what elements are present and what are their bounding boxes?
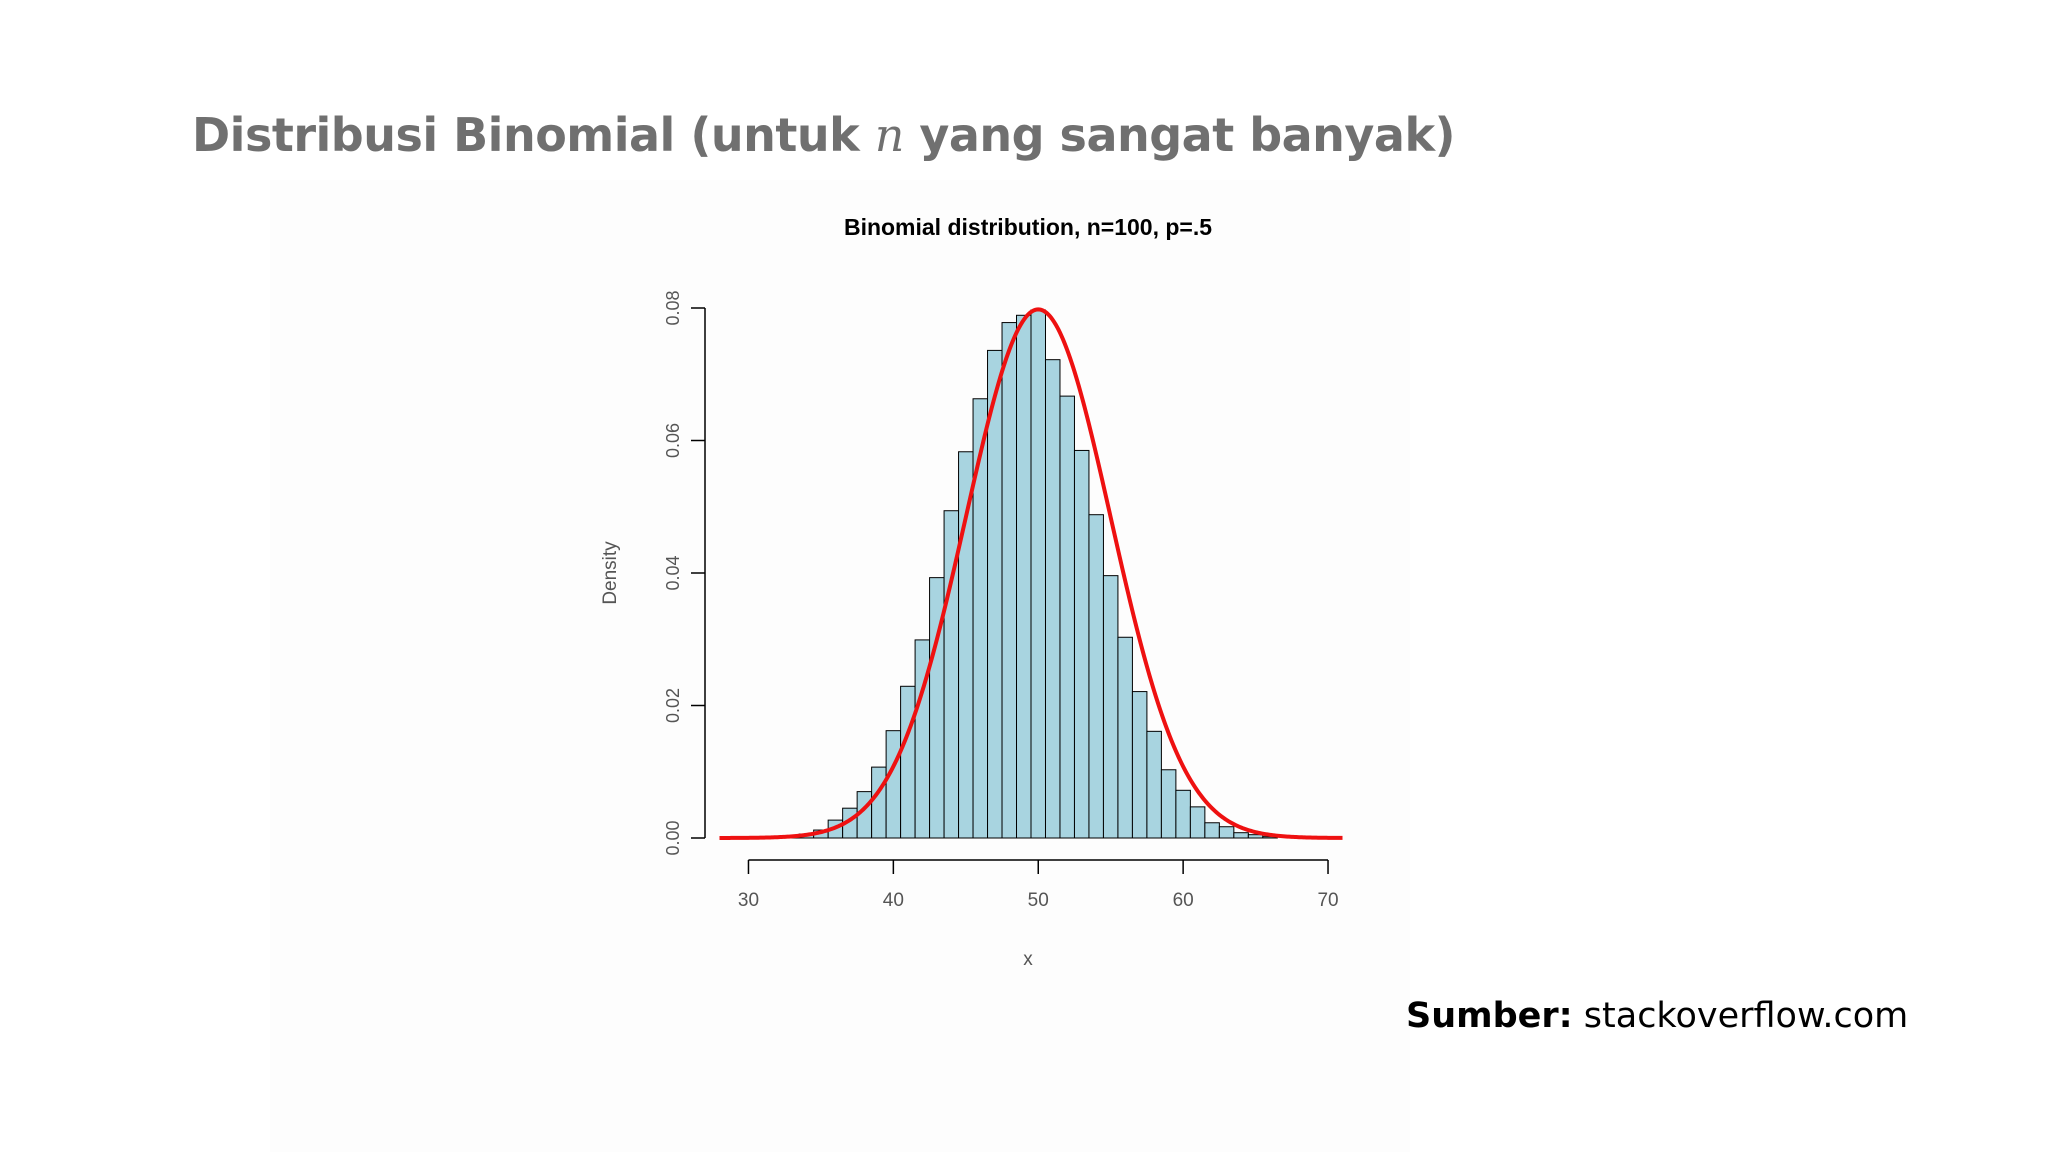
- histogram-bars: [784, 309, 1278, 839]
- y-axis: 0.00 0.02 0.04 0.06 0.08: [663, 290, 706, 856]
- histogram-bar: [1175, 789, 1191, 839]
- histogram-bar: [1044, 359, 1061, 839]
- histogram-bar: [1016, 314, 1032, 839]
- y-tick-label: 0.06: [663, 423, 683, 458]
- y-axis-label: Density: [600, 541, 621, 605]
- source-credit: Sumber: stackoverflow.com: [1406, 996, 1908, 1036]
- histogram-bar: [900, 685, 916, 839]
- histogram-bar: [972, 398, 989, 839]
- normal-density-curve: [719, 307, 1343, 840]
- y-tick-label: 0.02: [663, 688, 683, 723]
- x-tick-label: 30: [738, 890, 759, 911]
- x-tick-label: 40: [883, 890, 904, 911]
- histogram-bar: [1001, 322, 1018, 839]
- slide-title-math-n: n: [874, 108, 905, 162]
- y-tick-label: 0.08: [663, 290, 683, 325]
- histogram-bar: [1073, 449, 1090, 839]
- histogram-bar: [1088, 514, 1104, 839]
- y-tick-label: 0.04: [663, 555, 683, 590]
- source-label: Sumber:: [1406, 996, 1573, 1036]
- histogram-bar: [1030, 309, 1046, 839]
- binomial-histogram-chart: Binomial distribution, n=100, p=.5 x Den…: [600, 214, 1343, 970]
- x-axis: 30 40 50 60 70: [738, 859, 1339, 911]
- histogram-bar: [1204, 822, 1220, 839]
- histogram-bar: [1102, 575, 1119, 839]
- source-value: stackoverflow.com: [1572, 996, 1909, 1036]
- histogram-bar: [1189, 806, 1206, 839]
- histogram-bar: [1146, 730, 1162, 839]
- y-tick-label: 0.00: [663, 820, 683, 855]
- chart-title: Binomial distribution, n=100, p=.5: [844, 214, 1212, 240]
- slide-title-suffix: yang sangat banyak): [903, 108, 1456, 162]
- x-axis-label: x: [1023, 949, 1033, 970]
- histogram-bar: [1218, 826, 1235, 839]
- slide-title-prefix: Distribusi Binomial (untuk: [192, 108, 875, 162]
- histogram-bar: [885, 730, 902, 839]
- histogram-bar: [1233, 832, 1249, 839]
- histogram-bar: [1160, 769, 1177, 839]
- slide-title: Distribusi Binomial (untuk n yang sangat…: [192, 108, 1456, 162]
- histogram-bar: [1131, 691, 1148, 839]
- x-tick-label: 50: [1028, 890, 1049, 911]
- histogram-bar: [1059, 395, 1075, 839]
- chart-panel: Binomial distribution, n=100, p=.5 x Den…: [270, 180, 1410, 1152]
- x-tick-label: 70: [1317, 890, 1338, 911]
- histogram-bar: [871, 766, 887, 839]
- x-tick-label: 60: [1173, 890, 1194, 911]
- histogram-bar: [1117, 636, 1133, 839]
